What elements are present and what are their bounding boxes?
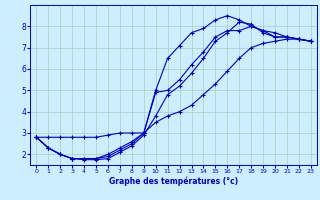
X-axis label: Graphe des températures (°c): Graphe des températures (°c) bbox=[109, 177, 238, 186]
